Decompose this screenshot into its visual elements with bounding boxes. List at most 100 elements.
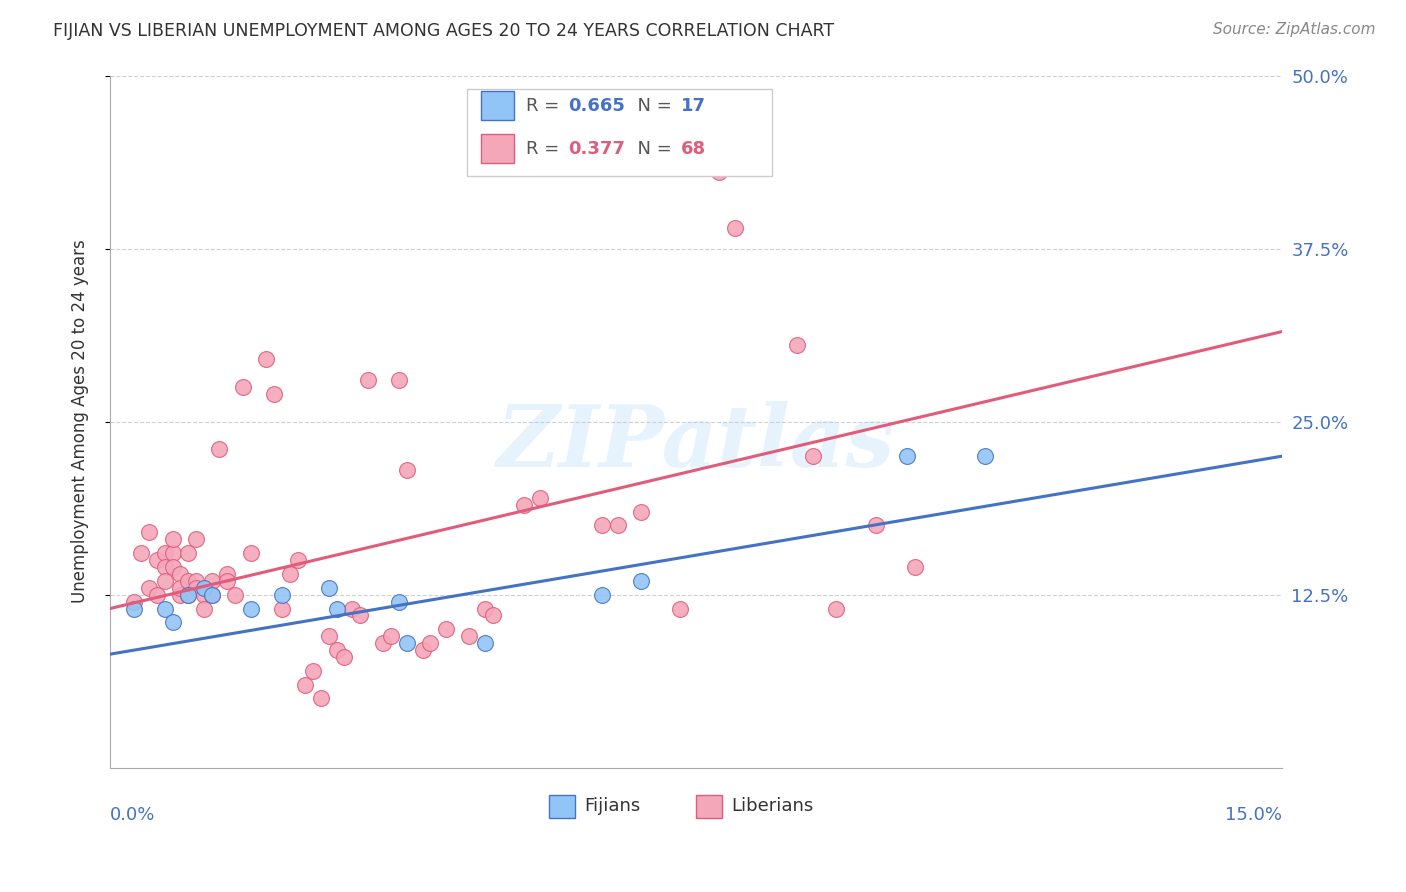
Point bbox=[122, 594, 145, 608]
FancyBboxPatch shape bbox=[481, 135, 515, 163]
Text: Source: ZipAtlas.com: Source: ZipAtlas.com bbox=[1212, 22, 1375, 37]
Point bbox=[786, 338, 808, 352]
Point bbox=[162, 615, 184, 630]
Point bbox=[162, 533, 184, 547]
Point bbox=[201, 574, 224, 588]
Point bbox=[482, 608, 505, 623]
Point bbox=[825, 601, 848, 615]
Point bbox=[709, 165, 731, 179]
FancyBboxPatch shape bbox=[550, 796, 575, 818]
Point bbox=[904, 560, 927, 574]
Point bbox=[474, 601, 496, 615]
FancyBboxPatch shape bbox=[467, 89, 772, 176]
Text: Liberians: Liberians bbox=[731, 797, 813, 815]
Point bbox=[591, 588, 613, 602]
Point bbox=[184, 581, 207, 595]
Point bbox=[412, 643, 434, 657]
Point bbox=[177, 546, 200, 560]
Point bbox=[591, 518, 613, 533]
Point bbox=[271, 588, 294, 602]
Point bbox=[630, 574, 652, 588]
Point bbox=[974, 449, 997, 463]
Text: 68: 68 bbox=[681, 140, 706, 158]
Point bbox=[458, 629, 481, 643]
Point bbox=[162, 546, 184, 560]
Point bbox=[138, 525, 160, 540]
Point bbox=[224, 588, 246, 602]
Point bbox=[278, 566, 301, 581]
Point bbox=[302, 664, 325, 678]
Point bbox=[801, 449, 824, 463]
Point bbox=[169, 566, 191, 581]
Point bbox=[419, 636, 441, 650]
Point bbox=[263, 387, 285, 401]
Point bbox=[193, 581, 215, 595]
Y-axis label: Unemployment Among Ages 20 to 24 years: Unemployment Among Ages 20 to 24 years bbox=[72, 240, 89, 604]
Point bbox=[434, 622, 457, 636]
Point bbox=[169, 581, 191, 595]
Point bbox=[724, 220, 747, 235]
Point bbox=[146, 553, 169, 567]
Point bbox=[153, 601, 176, 615]
Point bbox=[193, 588, 215, 602]
Point bbox=[169, 588, 191, 602]
Point bbox=[349, 608, 371, 623]
Point bbox=[318, 581, 340, 595]
Point bbox=[357, 373, 380, 387]
Point bbox=[193, 601, 215, 615]
Text: R =: R = bbox=[526, 96, 565, 115]
Point bbox=[138, 581, 160, 595]
Point bbox=[153, 546, 176, 560]
Point bbox=[232, 380, 254, 394]
Point bbox=[201, 588, 224, 602]
Text: 0.377: 0.377 bbox=[568, 140, 626, 158]
Point bbox=[309, 691, 332, 706]
Point bbox=[513, 498, 536, 512]
Point bbox=[529, 491, 551, 505]
Text: Fijians: Fijians bbox=[585, 797, 641, 815]
Point bbox=[474, 636, 496, 650]
Point bbox=[896, 449, 918, 463]
Text: 17: 17 bbox=[681, 96, 706, 115]
Point bbox=[131, 546, 153, 560]
Point bbox=[271, 601, 294, 615]
Text: R =: R = bbox=[526, 140, 565, 158]
Point bbox=[146, 588, 169, 602]
Point bbox=[325, 643, 347, 657]
Point bbox=[162, 560, 184, 574]
Point bbox=[184, 574, 207, 588]
Point bbox=[373, 636, 395, 650]
Point bbox=[318, 629, 340, 643]
Point bbox=[177, 588, 200, 602]
Point bbox=[342, 601, 364, 615]
Text: 0.0%: 0.0% bbox=[110, 805, 156, 824]
FancyBboxPatch shape bbox=[696, 796, 721, 818]
Point bbox=[325, 601, 347, 615]
Point bbox=[177, 574, 200, 588]
Point bbox=[239, 546, 262, 560]
Point bbox=[153, 560, 176, 574]
Text: 0.665: 0.665 bbox=[568, 96, 626, 115]
Point bbox=[630, 505, 652, 519]
Point bbox=[395, 636, 418, 650]
Point bbox=[201, 588, 224, 602]
Point bbox=[388, 373, 411, 387]
Text: ZIPatlas: ZIPatlas bbox=[496, 401, 896, 484]
Point bbox=[239, 601, 262, 615]
Point bbox=[254, 352, 277, 367]
Point bbox=[217, 566, 239, 581]
Point bbox=[669, 601, 692, 615]
Point bbox=[294, 678, 316, 692]
Point bbox=[380, 629, 402, 643]
Point bbox=[395, 463, 418, 477]
Point bbox=[122, 601, 145, 615]
Text: N =: N = bbox=[626, 96, 678, 115]
Point bbox=[184, 533, 207, 547]
Point bbox=[333, 649, 356, 664]
Point bbox=[208, 442, 231, 457]
Point bbox=[153, 574, 176, 588]
Point bbox=[606, 518, 628, 533]
Text: N =: N = bbox=[626, 140, 678, 158]
Point bbox=[217, 574, 239, 588]
Point bbox=[287, 553, 309, 567]
